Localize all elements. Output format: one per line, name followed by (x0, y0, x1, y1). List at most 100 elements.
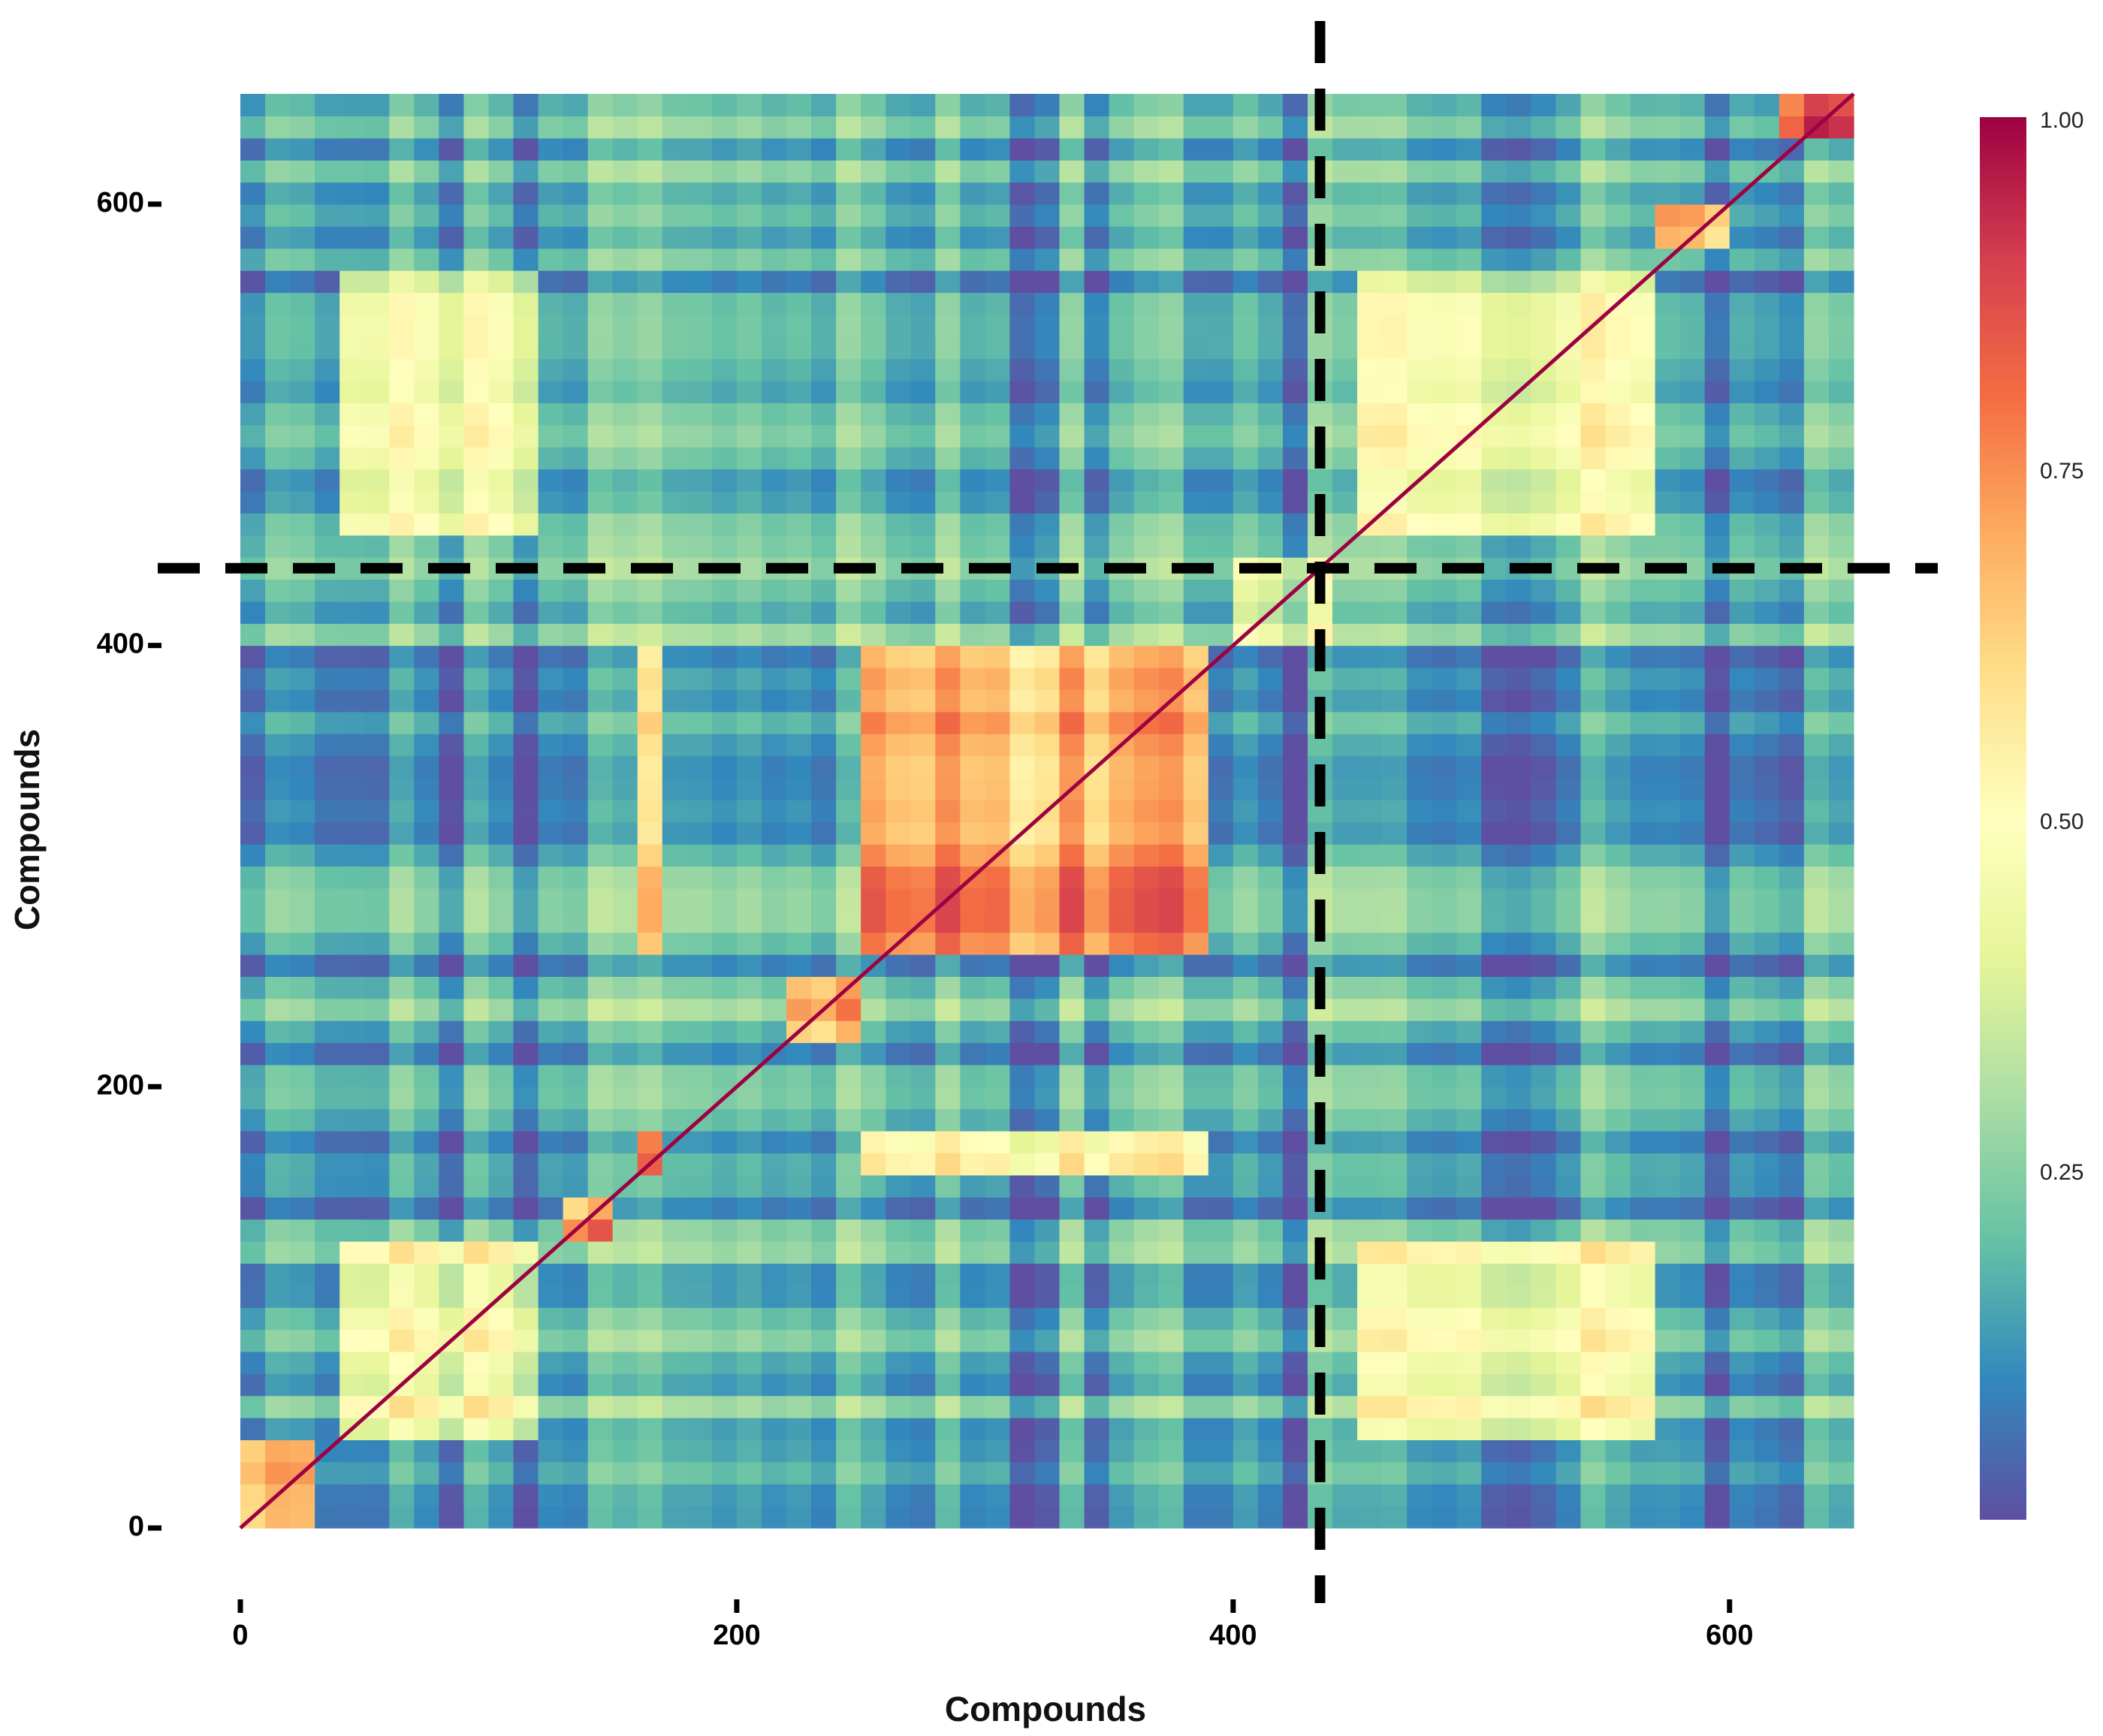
heatmap-cell (1828, 998, 1854, 1021)
heatmap-cell (1729, 1351, 1755, 1374)
heatmap-cell (513, 601, 539, 624)
heatmap-cell (1407, 1505, 1432, 1529)
heatmap-cell (1257, 1263, 1284, 1286)
heatmap-cell (662, 336, 688, 360)
heatmap-cell (910, 182, 936, 205)
heatmap-cell (463, 513, 490, 536)
heatmap-cell (1034, 1461, 1061, 1484)
heatmap-cell (1481, 270, 1507, 294)
heatmap-cell (985, 976, 1011, 999)
heatmap-cell (1481, 689, 1507, 713)
heatmap-cell (1257, 1020, 1284, 1044)
heatmap-cell (439, 623, 465, 646)
heatmap-cell (1009, 777, 1036, 800)
heatmap-cell (886, 1241, 911, 1264)
heatmap-cell (1109, 513, 1135, 536)
heatmap-cell (1009, 1042, 1036, 1065)
heatmap-cell (1382, 160, 1408, 183)
heatmap-cell (985, 1153, 1011, 1176)
heatmap-cell (265, 182, 291, 205)
colorbar-tick-label: 0.75 (2040, 459, 2083, 484)
heatmap-cell (339, 402, 365, 426)
heatmap-cell (1257, 248, 1284, 271)
heatmap-cell (1233, 1087, 1259, 1110)
heatmap-cell (1407, 381, 1432, 403)
heatmap-cell (439, 689, 465, 713)
heatmap-cell (1531, 292, 1557, 315)
heatmap-cell (1828, 777, 1854, 800)
heatmap-cell (1555, 1241, 1582, 1264)
heatmap-cell (1456, 1484, 1482, 1507)
heatmap-cell (290, 1174, 315, 1198)
heatmap-cell (1307, 1484, 1333, 1507)
heatmap-cell (1605, 381, 1631, 403)
heatmap-cell (662, 866, 688, 889)
heatmap-cell (711, 1131, 738, 1154)
heatmap-cell (1109, 137, 1135, 161)
heatmap-cell (1432, 270, 1457, 294)
heatmap-cell (1456, 998, 1482, 1021)
heatmap-cell (1704, 1174, 1730, 1198)
heatmap-cell (563, 1461, 589, 1484)
heatmap-cell (1655, 336, 1681, 360)
heatmap-cell (463, 976, 490, 999)
heatmap-cell (1059, 358, 1085, 381)
heatmap-cell (886, 248, 911, 271)
heatmap-cell (1729, 490, 1755, 514)
heatmap-cell (463, 1174, 490, 1198)
heatmap-cell (1084, 601, 1110, 624)
heatmap-cell (910, 94, 936, 116)
heatmap-cell (1282, 998, 1308, 1021)
heatmap-cell (1605, 1241, 1631, 1264)
heatmap-cell (1084, 137, 1110, 161)
heatmap-cell (711, 954, 738, 977)
heatmap-cell (488, 645, 514, 668)
heatmap-cell (1034, 535, 1061, 558)
heatmap-cell (612, 116, 638, 139)
heatmap-cell (488, 1373, 514, 1397)
heatmap-cell (1779, 1197, 1805, 1220)
heatmap-cell (240, 182, 266, 205)
heatmap-cell (1357, 1241, 1383, 1264)
heatmap-cell (389, 954, 415, 977)
heatmap-cell (1803, 668, 1830, 690)
heatmap-cell (1481, 1329, 1507, 1352)
heatmap-cell (414, 821, 439, 845)
diagonal-line (239, 92, 1855, 1530)
heatmap-cell (315, 689, 340, 713)
heatmap-cell (836, 1131, 861, 1154)
heatmap-cell (1084, 1461, 1110, 1484)
heatmap-cell (1407, 1219, 1432, 1242)
heatmap-cell (1357, 182, 1383, 205)
heatmap-cell (364, 844, 390, 867)
heatmap-cell (1655, 1241, 1681, 1264)
heatmap-cell (786, 734, 812, 757)
heatmap-cell (488, 932, 514, 955)
heatmap-cell (1779, 490, 1805, 514)
heatmap-cell (1481, 1418, 1507, 1441)
heatmap-cell (637, 381, 663, 403)
heatmap-cell (761, 1197, 787, 1220)
heatmap-cell (1133, 1087, 1160, 1110)
heatmap-cell (1704, 954, 1730, 977)
heatmap-cell (686, 1020, 713, 1044)
heatmap-cell (1555, 1307, 1582, 1331)
heatmap-cell (513, 203, 539, 227)
heatmap-cell (538, 1087, 564, 1110)
heatmap-cell (414, 1241, 439, 1264)
heatmap-cell (811, 1351, 837, 1374)
heatmap-cell (339, 734, 365, 757)
heatmap-cell (662, 954, 688, 977)
heatmap-cell (1456, 777, 1482, 800)
heatmap-cell (811, 513, 837, 536)
heatmap-cell (786, 932, 812, 955)
heatmap-cell (711, 336, 738, 360)
heatmap-cell (960, 1307, 985, 1331)
heatmap-cell (761, 1418, 787, 1441)
heatmap-cell (1332, 1153, 1358, 1176)
heatmap-cell (1506, 623, 1531, 646)
heatmap-cell (1630, 1087, 1656, 1110)
heatmap-cell (1009, 292, 1036, 315)
heatmap-cell (538, 1484, 564, 1507)
heatmap-cell (240, 248, 266, 271)
